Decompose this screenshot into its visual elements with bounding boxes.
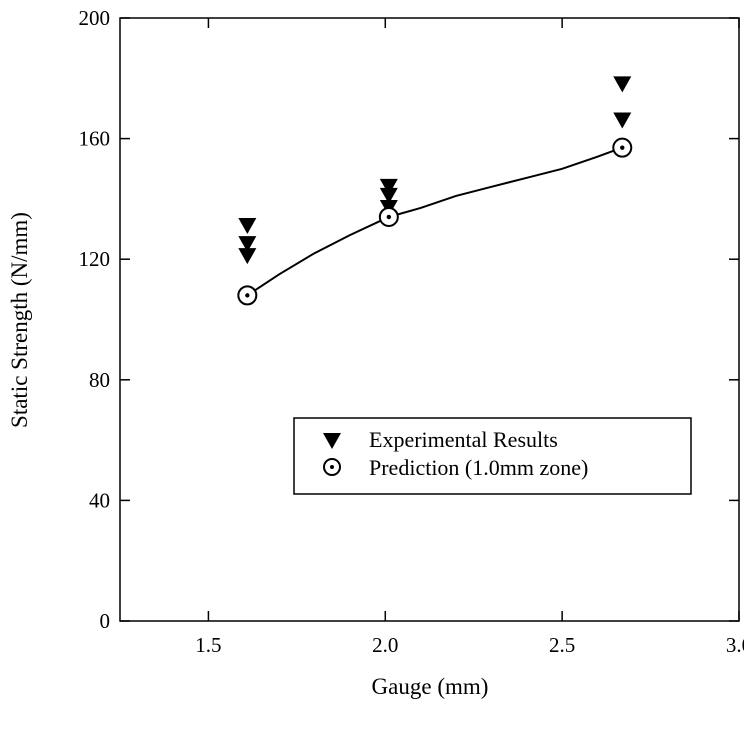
x-tick-label: 3.0: [726, 633, 744, 657]
experimental-point: [238, 248, 257, 265]
y-tick-label: 160: [79, 127, 111, 151]
x-axis-label: Gauge (mm): [372, 674, 489, 699]
data-marks: [237, 76, 633, 306]
y-tick-label: 0: [100, 609, 111, 633]
experimental-point: [379, 187, 398, 204]
experimental-point: [379, 178, 398, 195]
prediction-point-dot: [386, 214, 392, 220]
prediction-curve: [246, 146, 623, 297]
x-tick-label: 2.0: [372, 633, 398, 657]
y-tick-label: 120: [79, 247, 111, 271]
prediction-point-dot: [245, 293, 250, 298]
prediction-point-dot: [620, 145, 625, 150]
experimental-point: [613, 76, 632, 93]
y-axis-label: Static Strength (N/mm): [7, 212, 32, 428]
experimental-point: [238, 236, 257, 253]
x-axis-ticks: 1.5 2.0 2.5 3.0: [195, 18, 744, 657]
experimental-point: [238, 218, 257, 235]
y-axis-ticks: 0 40 80 120 160 200: [79, 6, 739, 633]
y-tick-label: 40: [89, 488, 110, 512]
x-tick-label: 2.5: [549, 633, 575, 657]
legend-triangle-marker: [323, 433, 341, 449]
experimental-point: [613, 112, 632, 129]
y-tick-label: 80: [89, 368, 110, 392]
plot-frame: [119, 17, 740, 622]
legend-label-prediction: Prediction (1.0mm zone): [369, 455, 588, 480]
legend-circle-dot: [330, 465, 334, 469]
legend: Experimental Results Prediction (1.0mm z…: [293, 417, 692, 495]
legend-label-experimental: Experimental Results: [369, 427, 558, 452]
prediction-curve-layer: [246, 146, 623, 297]
y-tick-label: 200: [79, 6, 111, 30]
legend-box: [293, 417, 692, 495]
x-tick-label: 1.5: [195, 633, 221, 657]
